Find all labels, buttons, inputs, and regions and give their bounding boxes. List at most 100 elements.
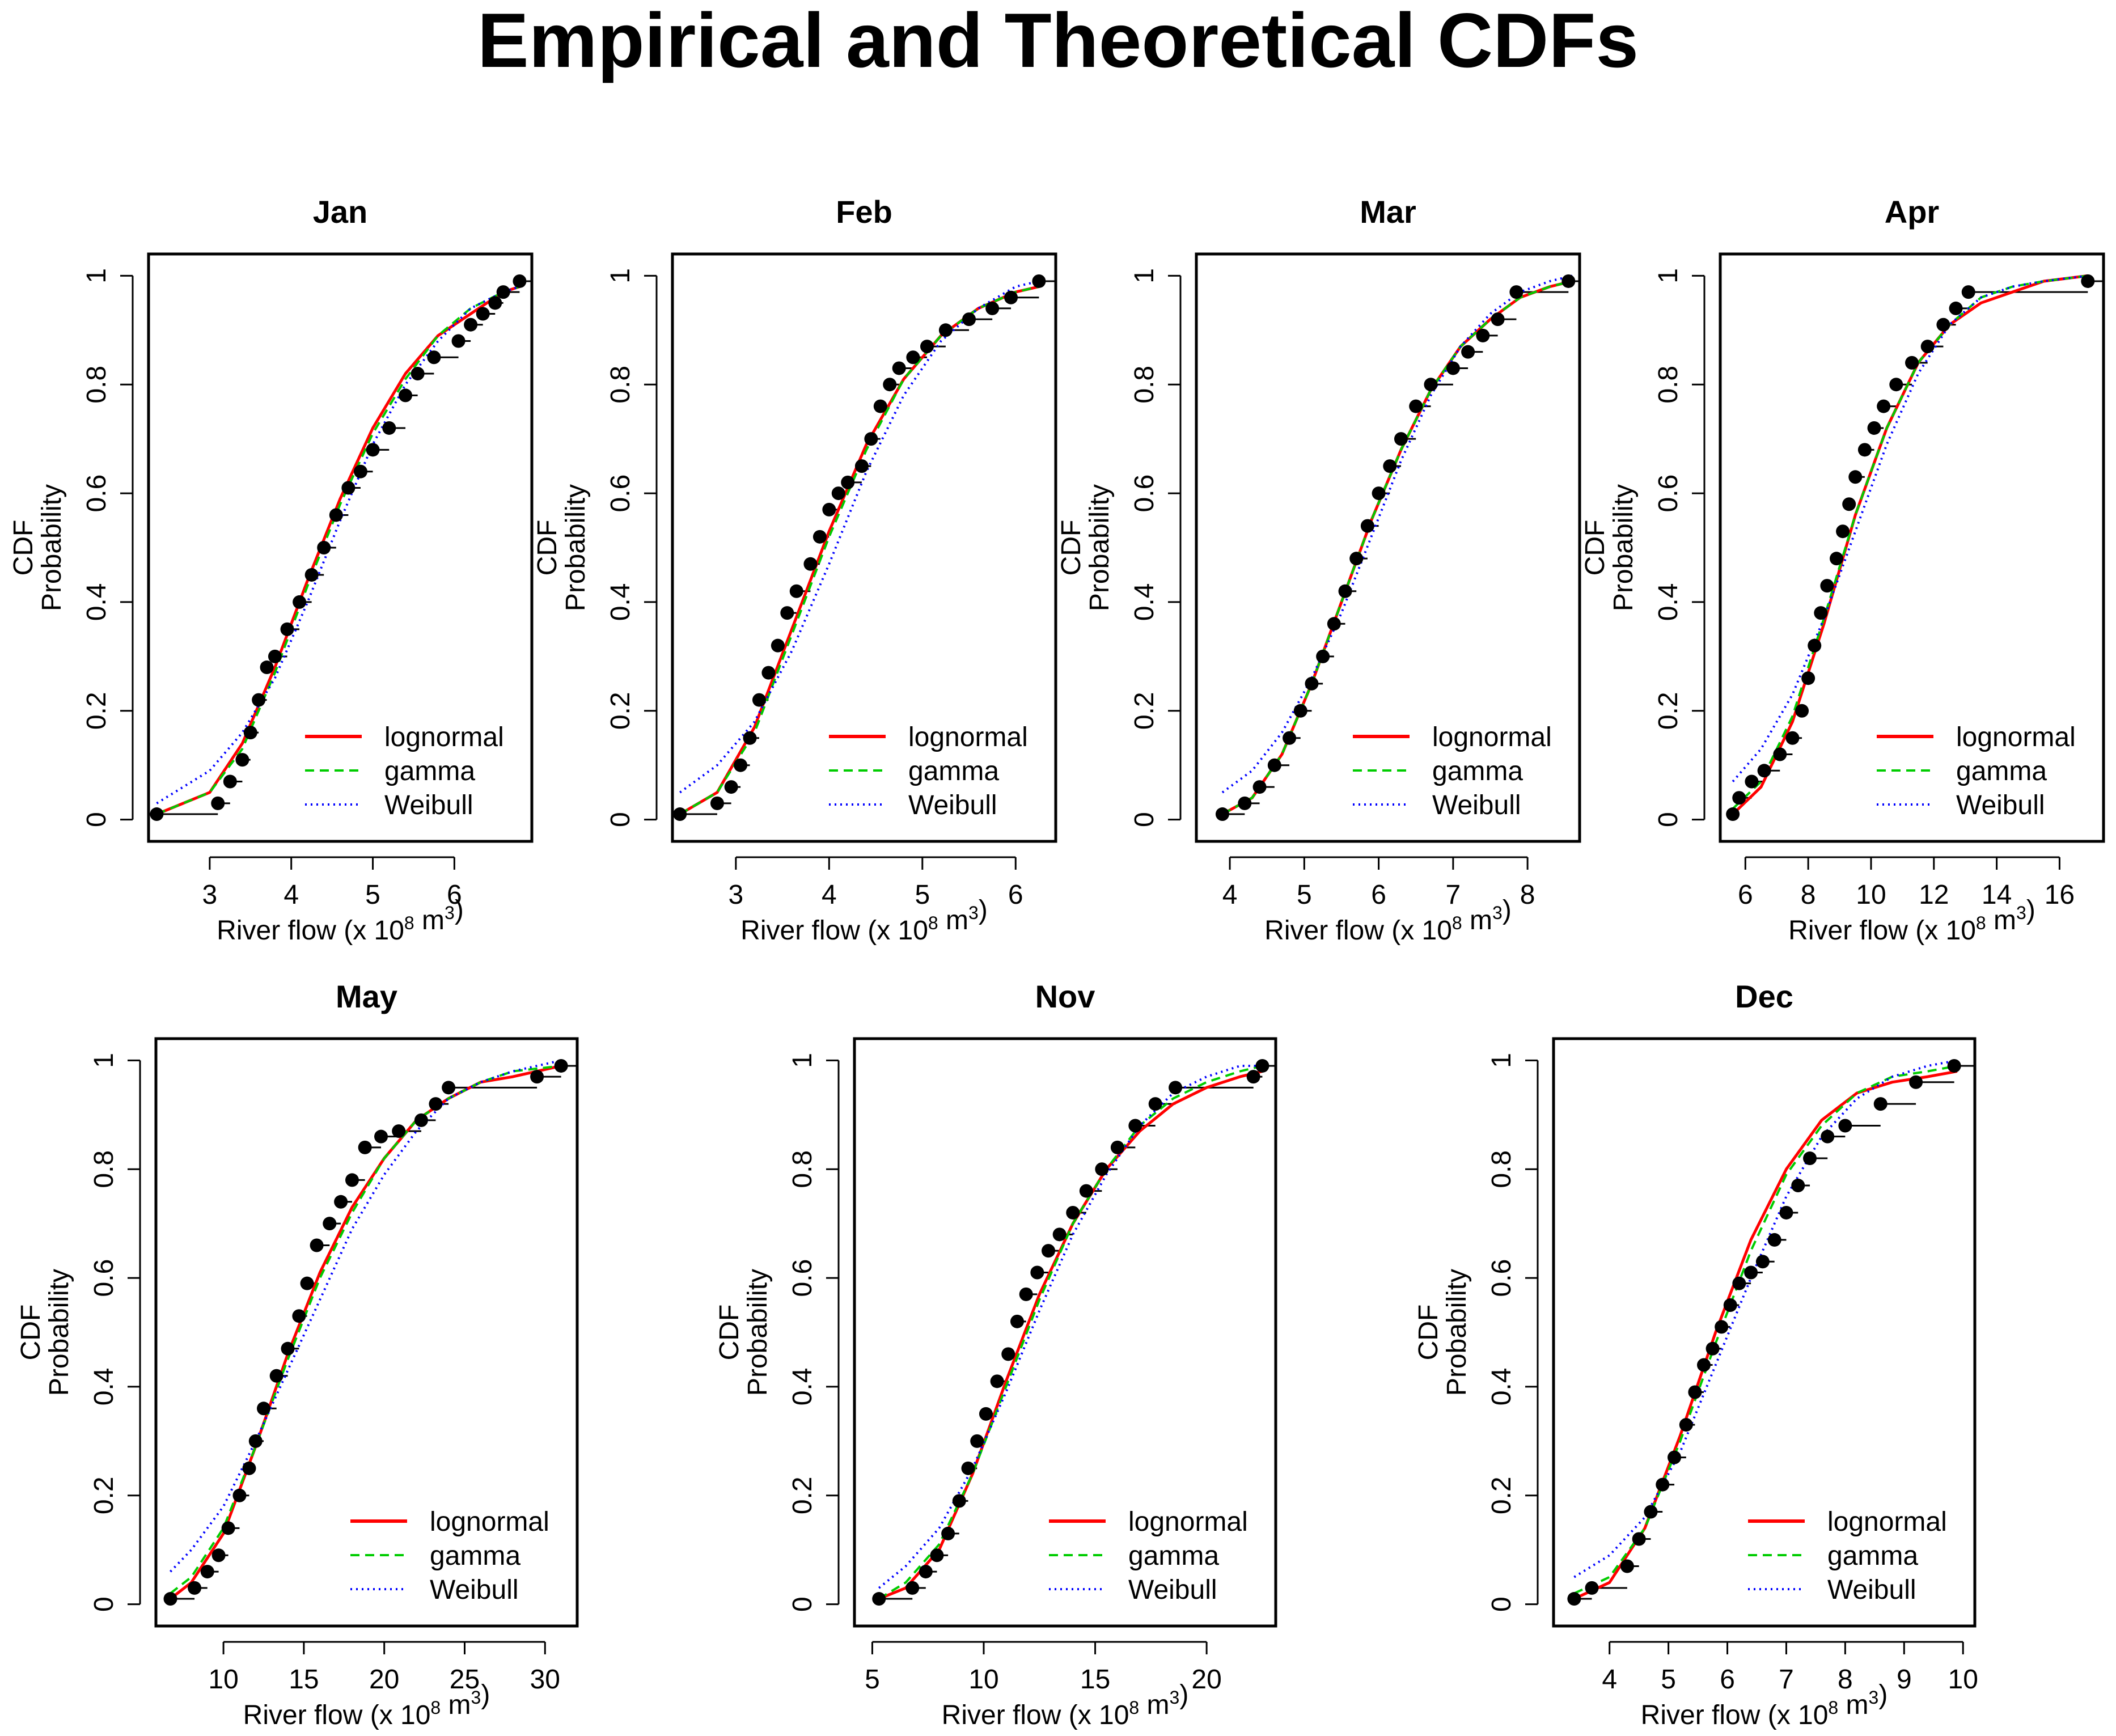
y-tick-label: 0.4 <box>82 583 112 621</box>
legend-label-gamma: gamma <box>1956 756 2047 786</box>
legend-label-weibull: Weibull <box>430 1575 519 1605</box>
x-axis-label-part: ) <box>455 895 464 925</box>
y-tick-label: 1 <box>89 1053 119 1068</box>
empirical-point <box>1732 791 1746 805</box>
empirical-point <box>1857 443 1872 457</box>
x-axis-label-superscript: 3 <box>2016 903 2026 923</box>
panel-title: Apr <box>1885 194 1939 230</box>
legend-label-weibull: Weibull <box>384 790 473 820</box>
empirical-point <box>1836 524 1850 539</box>
empirical-point <box>1383 459 1397 473</box>
y-tick-label: 0.6 <box>606 475 636 513</box>
empirical-point <box>930 1548 944 1563</box>
x-axis-label-superscript: 3 <box>471 1687 481 1708</box>
empirical-point <box>1620 1559 1634 1573</box>
y-tick-label: 0.2 <box>1653 692 1683 730</box>
x-axis-label-superscript: 8 <box>404 913 414 933</box>
x-tick-label: 4 <box>1602 1665 1617 1695</box>
empirical-point <box>488 296 502 310</box>
y-tick-label: 0.8 <box>89 1150 119 1188</box>
empirical-point <box>1066 1205 1080 1220</box>
empirical-point <box>1476 328 1490 342</box>
legend-label-gamma: gamma <box>1432 756 1523 786</box>
x-tick-label: 9 <box>1897 1665 1912 1695</box>
y-axis-label-line2: Probability <box>1085 484 1115 611</box>
empirical-point <box>1779 1205 1793 1220</box>
x-axis-label-superscript: 3 <box>1170 1687 1180 1708</box>
empirical-point <box>353 464 367 479</box>
y-tick-label: 1 <box>606 268 636 283</box>
x-tick-label: 4 <box>822 880 837 910</box>
x-tick-label: 6 <box>1371 880 1386 910</box>
empirical-point <box>1668 1450 1682 1464</box>
y-tick-label: 0.6 <box>788 1259 818 1297</box>
empirical-point <box>812 530 827 544</box>
legend-label-lognormal: lognormal <box>1432 722 1552 752</box>
empirical-point <box>1215 807 1229 822</box>
plot-data <box>1567 1058 1975 1606</box>
legend-label-weibull: Weibull <box>1956 790 2045 820</box>
x-tick-label: 25 <box>450 1665 480 1695</box>
chart-panel-dec: Dec 4 5 6 7 8 9 10 0 0.2 0.4 0.6 0.8 1 River flow (x 1… <box>1414 979 1978 1730</box>
x-axis-label-part: River flow (x 10 <box>1788 916 1976 946</box>
x-axis-label: River flow (x 108 m3) <box>1264 895 1512 946</box>
empirical-point <box>464 317 478 332</box>
empirical-point <box>1848 470 1863 484</box>
plot-frame <box>1195 252 1581 843</box>
series-line-gamma <box>878 1065 1263 1600</box>
empirical-point <box>300 1276 314 1290</box>
legend-label-gamma: gamma <box>430 1541 520 1571</box>
empirical-point <box>789 584 803 598</box>
empirical-point <box>451 334 465 348</box>
x-tick-label: 6 <box>1738 880 1753 910</box>
legend-label-weibull: Weibull <box>1827 1575 1916 1605</box>
empirical-point <box>1032 274 1046 288</box>
x-axis-label-part: m <box>1139 1690 1169 1720</box>
y-axis-label-line1: CDF <box>1056 520 1086 576</box>
x-tick-label: 7 <box>1779 1665 1794 1695</box>
y-axis-label-line1: CDF <box>1580 520 1610 576</box>
empirical-point <box>554 1058 568 1073</box>
empirical-point <box>1821 1129 1835 1144</box>
x-tick-label: 3 <box>202 880 218 910</box>
empirical-point <box>743 731 757 745</box>
empirical-point <box>1316 649 1330 663</box>
empirical-point <box>345 1173 359 1187</box>
x-axis-label-part: River flow (x 10 <box>243 1700 431 1730</box>
x-tick-label: 20 <box>1191 1665 1221 1695</box>
empirical-point <box>358 1140 372 1154</box>
empirical-point <box>961 1461 975 1475</box>
empirical-point <box>1148 1097 1162 1111</box>
y-tick-label: 0.4 <box>1653 583 1683 621</box>
empirical-point <box>442 1081 456 1095</box>
empirical-point <box>1509 285 1523 299</box>
series-line-gamma <box>1732 274 2088 810</box>
empirical-point <box>200 1565 214 1579</box>
y-tick-label: 0.2 <box>788 1476 818 1514</box>
empirical-point <box>1644 1505 1658 1519</box>
series-line-weibull <box>1732 274 2088 782</box>
plot-frame <box>1552 1037 1977 1628</box>
empirical-point <box>752 693 766 707</box>
empirical-point <box>252 693 266 707</box>
empirical-point <box>392 1124 406 1138</box>
empirical-point <box>761 666 776 680</box>
empirical-point <box>374 1129 388 1144</box>
empirical-point <box>906 350 920 365</box>
empirical-point <box>242 1461 256 1475</box>
x-axis-label-superscript: 3 <box>1869 1687 1879 1708</box>
legend-label-weibull: Weibull <box>1128 1575 1217 1605</box>
y-tick-label: 1 <box>82 268 112 283</box>
x-axis-label-superscript: 3 <box>968 903 979 923</box>
chart-panel-may: May 10 15 20 25 30 0 0.2 0.4 0.6 0.8 1 River flow (x… <box>16 979 579 1730</box>
empirical-point <box>341 481 356 495</box>
empirical-point <box>780 606 794 620</box>
panel-title: Dec <box>1735 979 1793 1014</box>
empirical-point <box>1267 758 1281 772</box>
empirical-point <box>1949 301 1963 315</box>
panel-title: May <box>336 979 397 1014</box>
x-tick-label: 4 <box>283 880 299 910</box>
empirical-point <box>1255 1058 1269 1073</box>
y-tick-label: 0 <box>1129 812 1159 827</box>
